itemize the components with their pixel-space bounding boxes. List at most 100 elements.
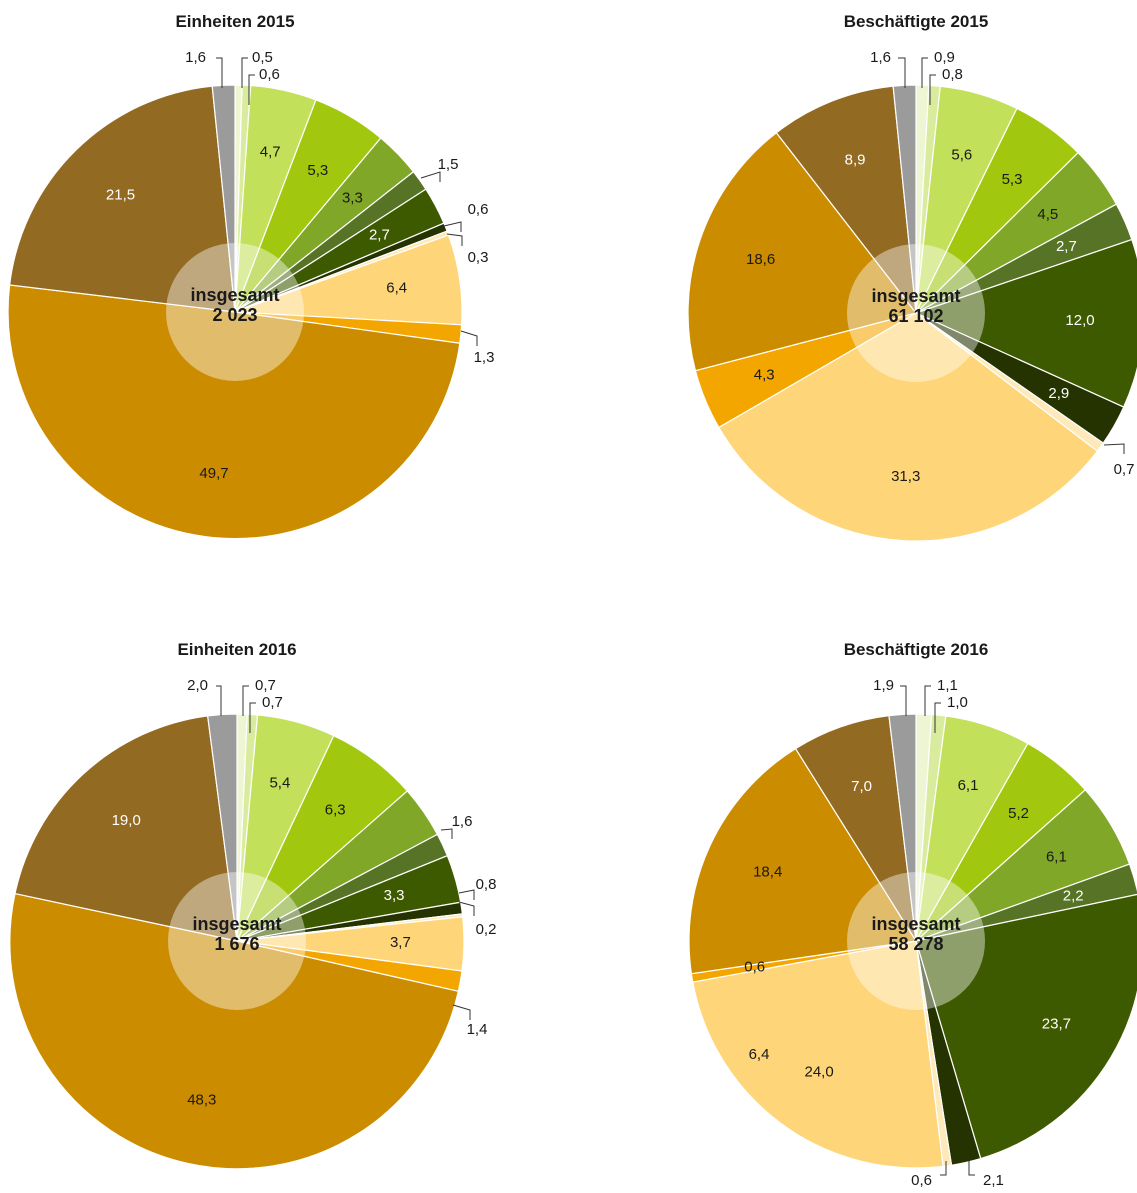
callout-line-3-14 xyxy=(216,685,222,716)
slice-label-1-2: 0,6 xyxy=(259,66,280,83)
slice-label-4-7: 23,7 xyxy=(1042,1016,1071,1033)
slice-label-4-4: 5,2 xyxy=(1008,805,1029,822)
pie-slice-2-10 xyxy=(717,312,1099,542)
slice-label-4-3: 6,1 xyxy=(958,777,979,794)
center-total-2: 61 102 xyxy=(888,306,943,326)
slice-labels-2: 0,90,8 5,6 5,3 4,5 2,7 12,0 2,9 0,7 31,3 4,3 18,6 8… xyxy=(746,49,1134,485)
slice-label-4-1: 1,1 xyxy=(937,677,958,694)
pie-slice-2-13 xyxy=(775,85,917,316)
slice-label-1-5: 3,3 xyxy=(342,189,363,206)
chart-title-einheiten-2015: Einheiten 2015 xyxy=(175,12,294,31)
slice-label-4-9: 0,6 xyxy=(911,1172,932,1189)
slice-label-3-4: 6,3 xyxy=(325,801,346,818)
callout-line-1-14 xyxy=(216,57,223,88)
slice-label-3-1: 0,7 xyxy=(255,677,276,694)
slice-label-2-14: 1,6 xyxy=(870,49,891,66)
slice-label-1-12: 49,7 xyxy=(199,465,228,482)
callout-line-1-11 xyxy=(460,330,478,346)
pie-slice-4-6 xyxy=(915,863,1137,942)
slice-label-3-3: 5,4 xyxy=(269,774,290,791)
slice-label-1-14: 1,6 xyxy=(185,49,206,66)
center-label-4: insgesamt xyxy=(871,914,960,934)
slice-label-3-12: 48,3 xyxy=(187,1092,216,1109)
pie-slice-1-14 xyxy=(211,84,236,313)
slice-label-3-14: 2,0 xyxy=(187,677,208,694)
slice-label-2-1: 0,9 xyxy=(934,49,955,66)
slice-label-3-9: 0,2 xyxy=(476,921,497,938)
callout-line-4-1 xyxy=(924,685,931,716)
slice-label-3-2: 0,7 xyxy=(262,694,283,711)
callout-line-1-2 xyxy=(248,74,255,105)
center-label-1: insgesamt xyxy=(190,285,279,305)
slice-label-4-14: 1,9 xyxy=(873,677,894,694)
callout-line-1-1 xyxy=(241,57,248,88)
callout-line-1-6 xyxy=(420,171,441,182)
slice-label-1-3: 4,7 xyxy=(260,143,281,160)
slice-label-2-11: 4,3 xyxy=(754,366,775,383)
slice-label-4-6: 2,2 xyxy=(1063,887,1084,904)
center-disc-2 xyxy=(847,244,985,382)
center-disc-1 xyxy=(166,243,304,381)
slice-label-1-4: 5,3 xyxy=(307,162,328,179)
pie-slice-3-12 xyxy=(9,892,460,1170)
center-disc-4 xyxy=(847,872,985,1010)
slice-label-1-11: 1,3 xyxy=(474,349,495,366)
callout-line-2-14 xyxy=(898,57,906,88)
slice-label-4-11: 0,6 xyxy=(744,959,765,976)
slice-label-1-8: 0,6 xyxy=(468,201,489,218)
pie-slice-2-12 xyxy=(687,131,918,372)
slice-label-3-13: 19,0 xyxy=(112,812,141,829)
center-total-1: 2 023 xyxy=(212,305,257,325)
slice-label-3-11: 1,4 xyxy=(467,1021,488,1038)
pie-slice-4-14 xyxy=(888,713,917,942)
pie-slice-4-12 xyxy=(688,747,917,975)
slice-label-4-10: 24,0 xyxy=(804,1064,833,1081)
slice-label-4-12: 18,4 xyxy=(753,863,782,880)
callout-line-3-9 xyxy=(458,901,475,916)
slice-label-1-10: 6,4 xyxy=(386,279,407,296)
callout-line-3-11 xyxy=(452,1004,471,1020)
slice-label-3-10: 3,7 xyxy=(390,934,411,951)
callout-line-4-2 xyxy=(934,702,941,733)
slice-label-2-12: 18,6 xyxy=(746,251,775,268)
chart-title-beschaeftigte-2016: Beschäftigte 2016 xyxy=(844,640,989,659)
slice-label-1-13: 21,5 xyxy=(106,186,135,203)
callout-line-3-6 xyxy=(440,828,453,839)
callout-line-4-14 xyxy=(900,685,907,716)
callout-line-2-9 xyxy=(1103,443,1125,454)
slice-label-3-6: 1,6 xyxy=(452,813,473,830)
slice-label-2-10: 31,3 xyxy=(891,468,920,485)
slice-label-4-8: 2,1 xyxy=(983,1172,1004,1189)
pie-slice-3-13 xyxy=(14,715,238,942)
callout-line-3-1 xyxy=(242,685,249,716)
slice-labels-3: 0,70,7 5,4 6,3 1,6 3,3 0,8 0,2 3,7 1,4 48,3 19,0 2,… xyxy=(112,677,497,1109)
callout-line-4-9 xyxy=(940,1161,947,1176)
center-total-4: 58 278 xyxy=(888,934,943,954)
slice-label-2-3: 5,6 xyxy=(951,146,972,163)
callout-line-1-8 xyxy=(443,221,462,232)
chart-title-beschaeftigte-2015: Beschäftigte 2015 xyxy=(844,12,989,31)
slice-label-2-2: 0,8 xyxy=(942,66,963,83)
slice-label-1-6: 1,5 xyxy=(438,156,459,173)
callout-line-3-8 xyxy=(458,889,475,900)
pie-slice-1-13 xyxy=(8,85,236,313)
center-total-3: 1 676 xyxy=(214,934,259,954)
slice-label-3-7: 3,3 xyxy=(384,887,405,904)
callout-line-3-2 xyxy=(249,702,256,733)
slice-label-1-9: 0,3 xyxy=(468,249,489,266)
slice-label-4-13: 7,0 xyxy=(851,778,872,795)
slice-labels-1: 0,50,64,75,33,31,52,70,60,36,41,349,721,… xyxy=(106,49,495,482)
center-label-2: insgesamt xyxy=(871,286,960,306)
center-label-3: insgesamt xyxy=(192,914,281,934)
slice-label-4-5: 6,1 xyxy=(1046,848,1067,865)
pie-slice-2-7 xyxy=(914,238,1137,408)
slice-label-2-4: 5,3 xyxy=(1002,171,1023,188)
pie-slice-1-12 xyxy=(7,284,461,540)
slice-label-4-2: 1,0 xyxy=(947,694,968,711)
slice-label-2-5: 4,5 xyxy=(1037,206,1058,223)
slice-label-2-6: 2,7 xyxy=(1056,238,1077,255)
